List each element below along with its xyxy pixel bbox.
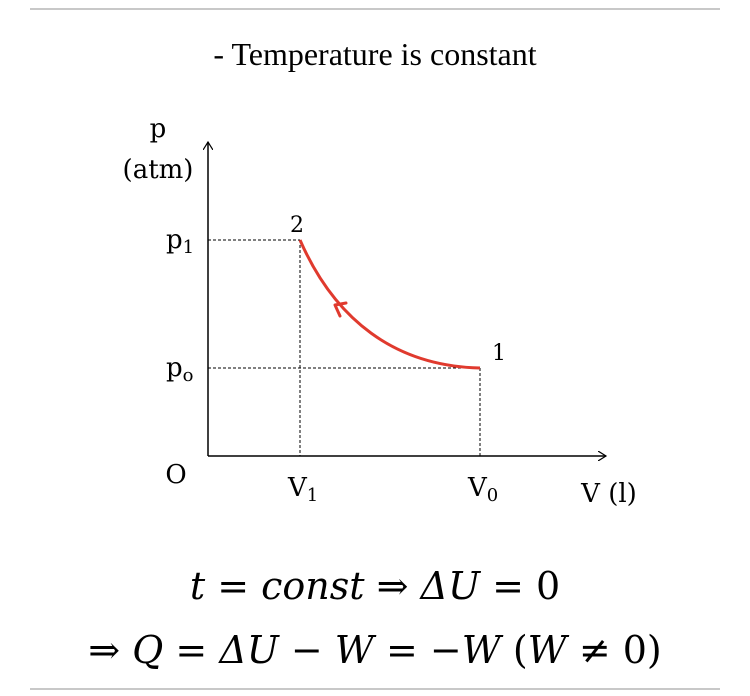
eq2-w: W: [334, 628, 374, 672]
eq2-equals: =: [163, 628, 220, 672]
eq2-w-2: W: [461, 628, 501, 672]
eq2-not-equal-zero: ≠ 0): [566, 628, 662, 672]
eq1-implies: ⇒: [364, 564, 421, 608]
y-axis-label-p: p: [150, 114, 167, 144]
eq1-t: t: [189, 564, 206, 608]
y-axis-label-unit: (atm): [123, 155, 194, 185]
eq1-equals: =: [205, 564, 262, 608]
state-point-2-label: 2: [290, 213, 304, 238]
origin-label: O: [165, 460, 186, 490]
isotherm-curve: [298, 239, 481, 370]
v0-label: V0: [467, 473, 498, 506]
eq2-minus: −: [278, 628, 335, 672]
eq1-delta-u: ΔU: [420, 564, 480, 608]
bottom-divider: [30, 688, 720, 690]
eq1-equals-zero: = 0: [479, 564, 561, 608]
direction-arrow: [333, 301, 348, 318]
eq2-paren: (: [500, 628, 528, 672]
p1-label: p1: [166, 225, 194, 258]
eq2-implies: ⇒: [88, 628, 133, 672]
p0-label: po: [166, 353, 194, 386]
eq2-equals-neg: = −: [373, 628, 462, 672]
isothermal-pv-diagram: p (atm) V (l) O p1 po V1 V0 1 2: [123, 114, 637, 509]
v1-label: V1: [287, 473, 318, 506]
state-point-1-label: 1: [492, 341, 506, 366]
heading: - Temperature is constant: [213, 36, 537, 72]
equation-line-2: ⇒ Q = ΔU − W = −W (W ≠ 0): [0, 628, 750, 672]
eq1-const: const: [261, 564, 365, 608]
eq2-delta-u: ΔU: [219, 628, 279, 672]
top-divider: [30, 8, 720, 10]
eq2-q: Q: [132, 628, 164, 672]
x-axis-label: V (l): [580, 479, 637, 509]
equation-line-1: t = const ⇒ ΔU = 0: [0, 564, 750, 608]
eq2-w-3: W: [527, 628, 567, 672]
